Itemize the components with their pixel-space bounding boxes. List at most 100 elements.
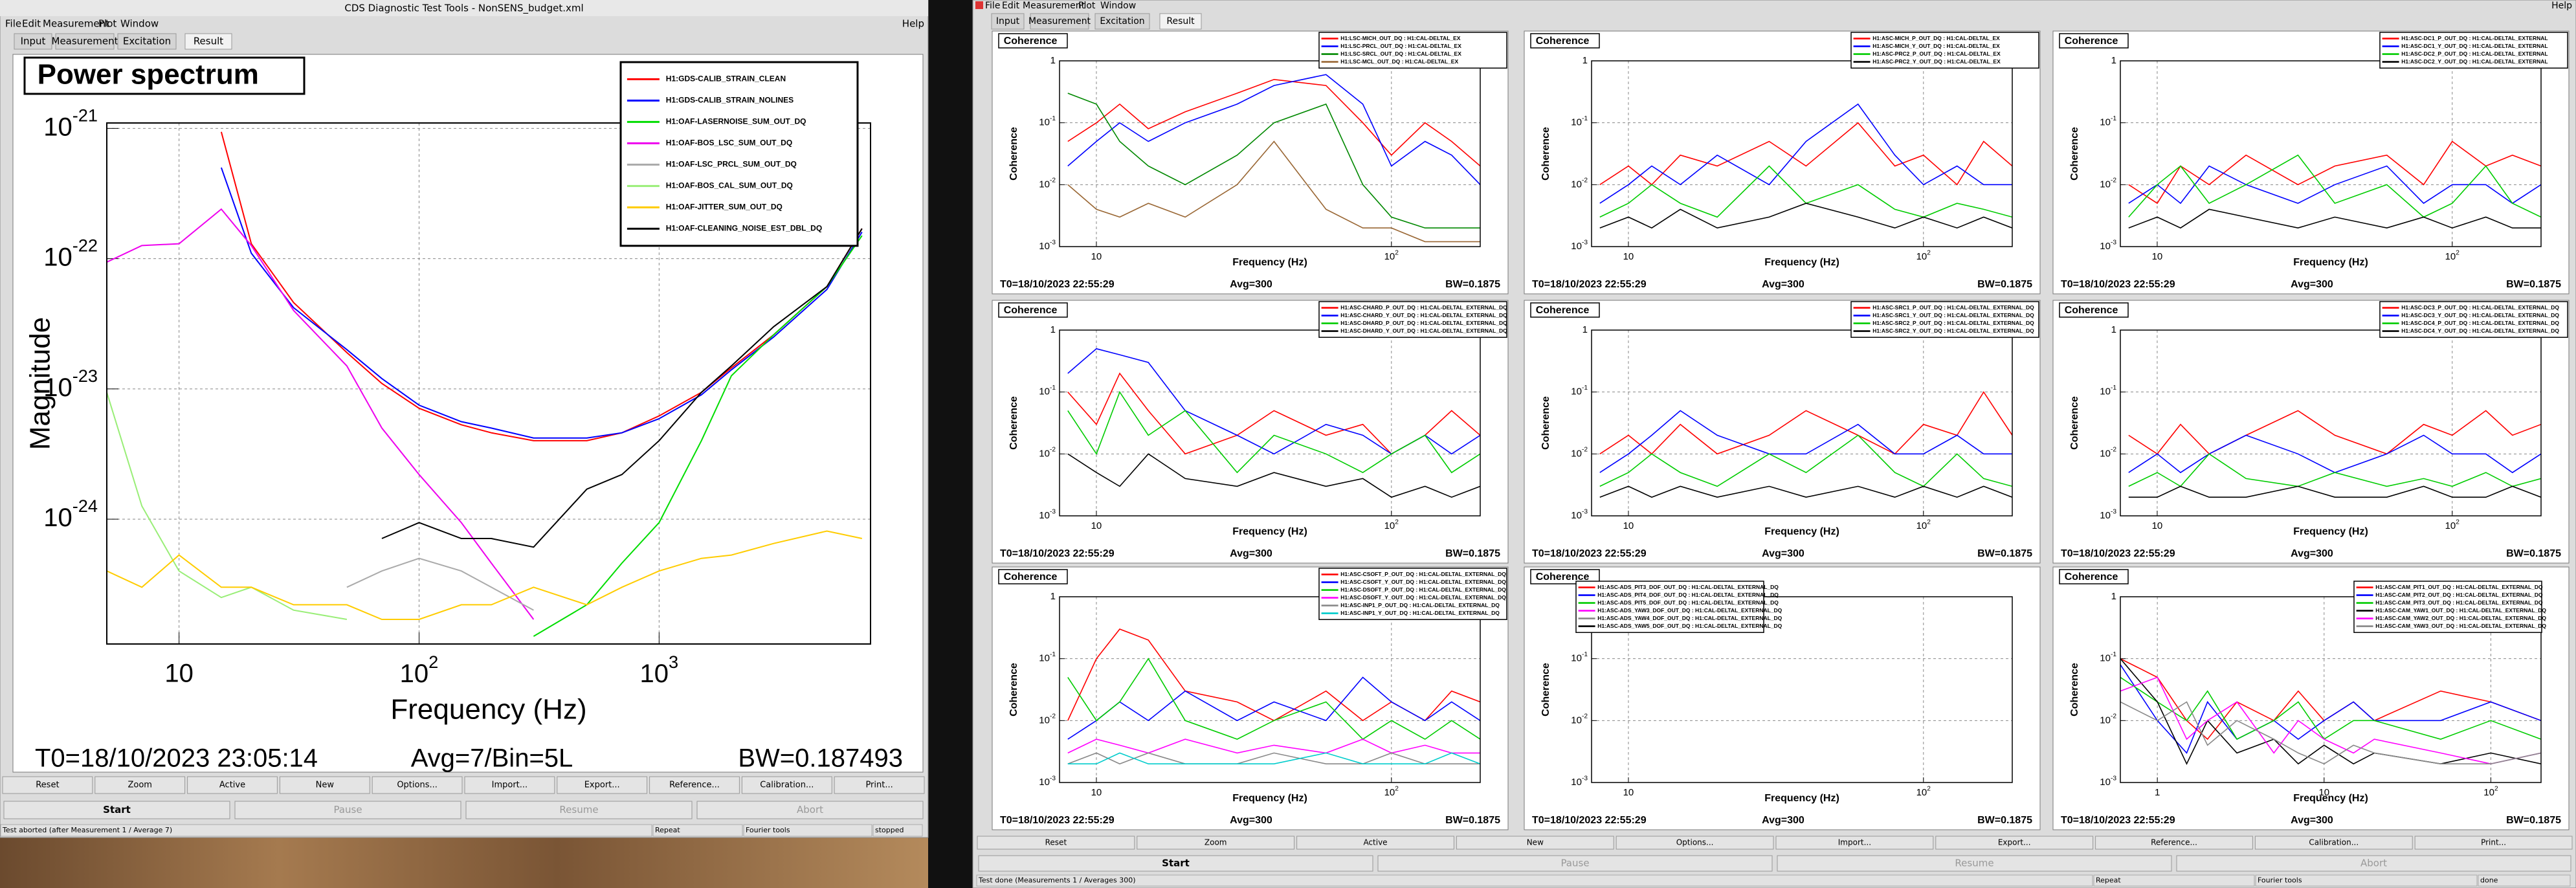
tab-label[interactable]: Excitation (1100, 16, 1144, 27)
run-button[interactable] (2176, 855, 2571, 872)
tab[interactable] (1030, 13, 1089, 30)
button[interactable] (1616, 836, 1774, 850)
button-label[interactable]: Import... (492, 781, 528, 790)
button-label[interactable]: Print... (865, 781, 893, 790)
tab[interactable] (117, 33, 177, 50)
tick-exponent: -3 (2111, 508, 2116, 515)
button[interactable] (187, 776, 278, 794)
button-label[interactable]: Zoom (1205, 838, 1227, 847)
run-button-label[interactable]: Start (103, 804, 131, 816)
tab[interactable] (55, 33, 115, 50)
tick-exponent: -2 (1050, 177, 1056, 184)
button[interactable] (2, 776, 93, 794)
button-label[interactable]: Export... (1998, 838, 2031, 847)
run-button-label[interactable]: Pause (333, 804, 362, 816)
run-button[interactable] (3, 801, 230, 819)
tick-base: 10 (400, 660, 429, 688)
run-button-label[interactable]: Start (1162, 858, 1190, 869)
tab-label[interactable]: Measurement (52, 36, 118, 47)
run-button-label[interactable]: Resume (559, 804, 598, 816)
run-button-label[interactable]: Abort (797, 804, 823, 816)
menu-item[interactable]: Window (1100, 1, 1136, 11)
legend-entry: H1:ASC-CAM_PIT2_OUT_DQ : H1:CAL-DELTAL_E… (2375, 592, 2543, 598)
run-button-label[interactable]: Abort (2360, 858, 2387, 869)
tab[interactable] (184, 33, 232, 50)
button-label[interactable]: Reset (36, 781, 59, 790)
run-button[interactable] (465, 801, 693, 819)
tick-base: 10 (1571, 179, 1582, 190)
tab-label[interactable]: Result (1166, 16, 1195, 27)
button-label[interactable]: Options... (397, 781, 438, 790)
run-button[interactable] (234, 801, 461, 819)
button[interactable] (464, 776, 555, 794)
button-label[interactable]: Calibration... (2309, 838, 2359, 847)
menu-help[interactable]: Help (2551, 1, 2572, 11)
footer-text: T0=18/10/2023 22:55:29 (1000, 815, 1115, 826)
button[interactable] (1775, 836, 1934, 850)
button[interactable] (2095, 836, 2253, 850)
button-label[interactable]: Active (219, 781, 245, 790)
title-box (1530, 569, 1600, 584)
button-label[interactable]: Zoom (128, 781, 151, 790)
tab-label[interactable]: Input (21, 36, 46, 47)
menu-item[interactable]: Plot (1078, 1, 1096, 11)
run-button[interactable] (696, 801, 924, 819)
button-label[interactable]: Calibration... (760, 781, 814, 790)
button[interactable] (2414, 836, 2573, 850)
button-label[interactable]: Reference... (2151, 838, 2197, 847)
button[interactable] (2254, 836, 2413, 850)
button[interactable] (557, 776, 648, 794)
menu-item[interactable]: Measurement (1023, 1, 1085, 11)
button-label[interactable]: Import... (1838, 838, 1871, 847)
menu-help[interactable]: Help (902, 18, 924, 30)
button[interactable] (1296, 836, 1454, 850)
button[interactable] (741, 776, 832, 794)
button-label[interactable]: Export... (584, 781, 620, 790)
tab[interactable] (14, 33, 52, 50)
button-label[interactable]: Options... (1676, 838, 1714, 847)
tab-label[interactable]: Result (194, 36, 223, 47)
button-label[interactable]: Print... (2481, 838, 2506, 847)
button-label[interactable]: Active (1363, 838, 1387, 847)
menu-item[interactable]: Window (120, 18, 159, 30)
plot-frame (1591, 596, 2013, 783)
tab-label[interactable]: Measurement (1028, 16, 1091, 27)
button[interactable] (279, 776, 370, 794)
run-button[interactable] (978, 855, 1373, 872)
button[interactable] (372, 776, 463, 794)
button[interactable] (1137, 836, 1295, 850)
menu-item[interactable]: Plot (98, 18, 117, 30)
menu-item[interactable]: Edit (1002, 1, 1020, 11)
tab-label[interactable]: Input (996, 16, 1020, 27)
tick-exponent: -3 (1582, 239, 1588, 246)
series-line (1067, 453, 1480, 498)
tab-label[interactable]: Excitation (123, 36, 171, 47)
button-label[interactable]: Reference... (669, 781, 720, 790)
menu-item[interactable]: File (5, 18, 21, 30)
tab[interactable] (1094, 13, 1150, 30)
run-button[interactable] (1777, 855, 2172, 872)
button[interactable] (649, 776, 740, 794)
menu-item[interactable]: Edit (22, 18, 41, 30)
menu-item[interactable]: File (985, 1, 1000, 11)
button-label[interactable]: Reset (1045, 838, 1067, 847)
button[interactable] (977, 836, 1135, 850)
plot-panel (992, 300, 1509, 564)
menu-item[interactable]: Measurement (43, 18, 109, 30)
legend-entry: H1:ASC-CHARD_P_OUT_DQ : H1:CAL-DELTAL_EX… (1340, 304, 1507, 311)
button[interactable] (1456, 836, 1614, 850)
run-button[interactable] (1377, 855, 1773, 872)
y-axis-label: Coherence (1540, 127, 1551, 181)
button[interactable] (834, 776, 925, 794)
tick-label: 102 (1384, 785, 1399, 798)
run-button-label[interactable]: Resume (1955, 858, 1993, 869)
button-label[interactable]: New (316, 781, 335, 790)
run-button-label[interactable]: Pause (1560, 858, 1589, 869)
button[interactable] (94, 776, 186, 794)
button[interactable] (1935, 836, 2094, 850)
tab[interactable] (991, 13, 1025, 30)
button-label[interactable]: New (1527, 838, 1544, 847)
plot-title: Coherence (2065, 305, 2118, 316)
tab[interactable] (1159, 13, 1202, 30)
series-line (346, 557, 534, 611)
